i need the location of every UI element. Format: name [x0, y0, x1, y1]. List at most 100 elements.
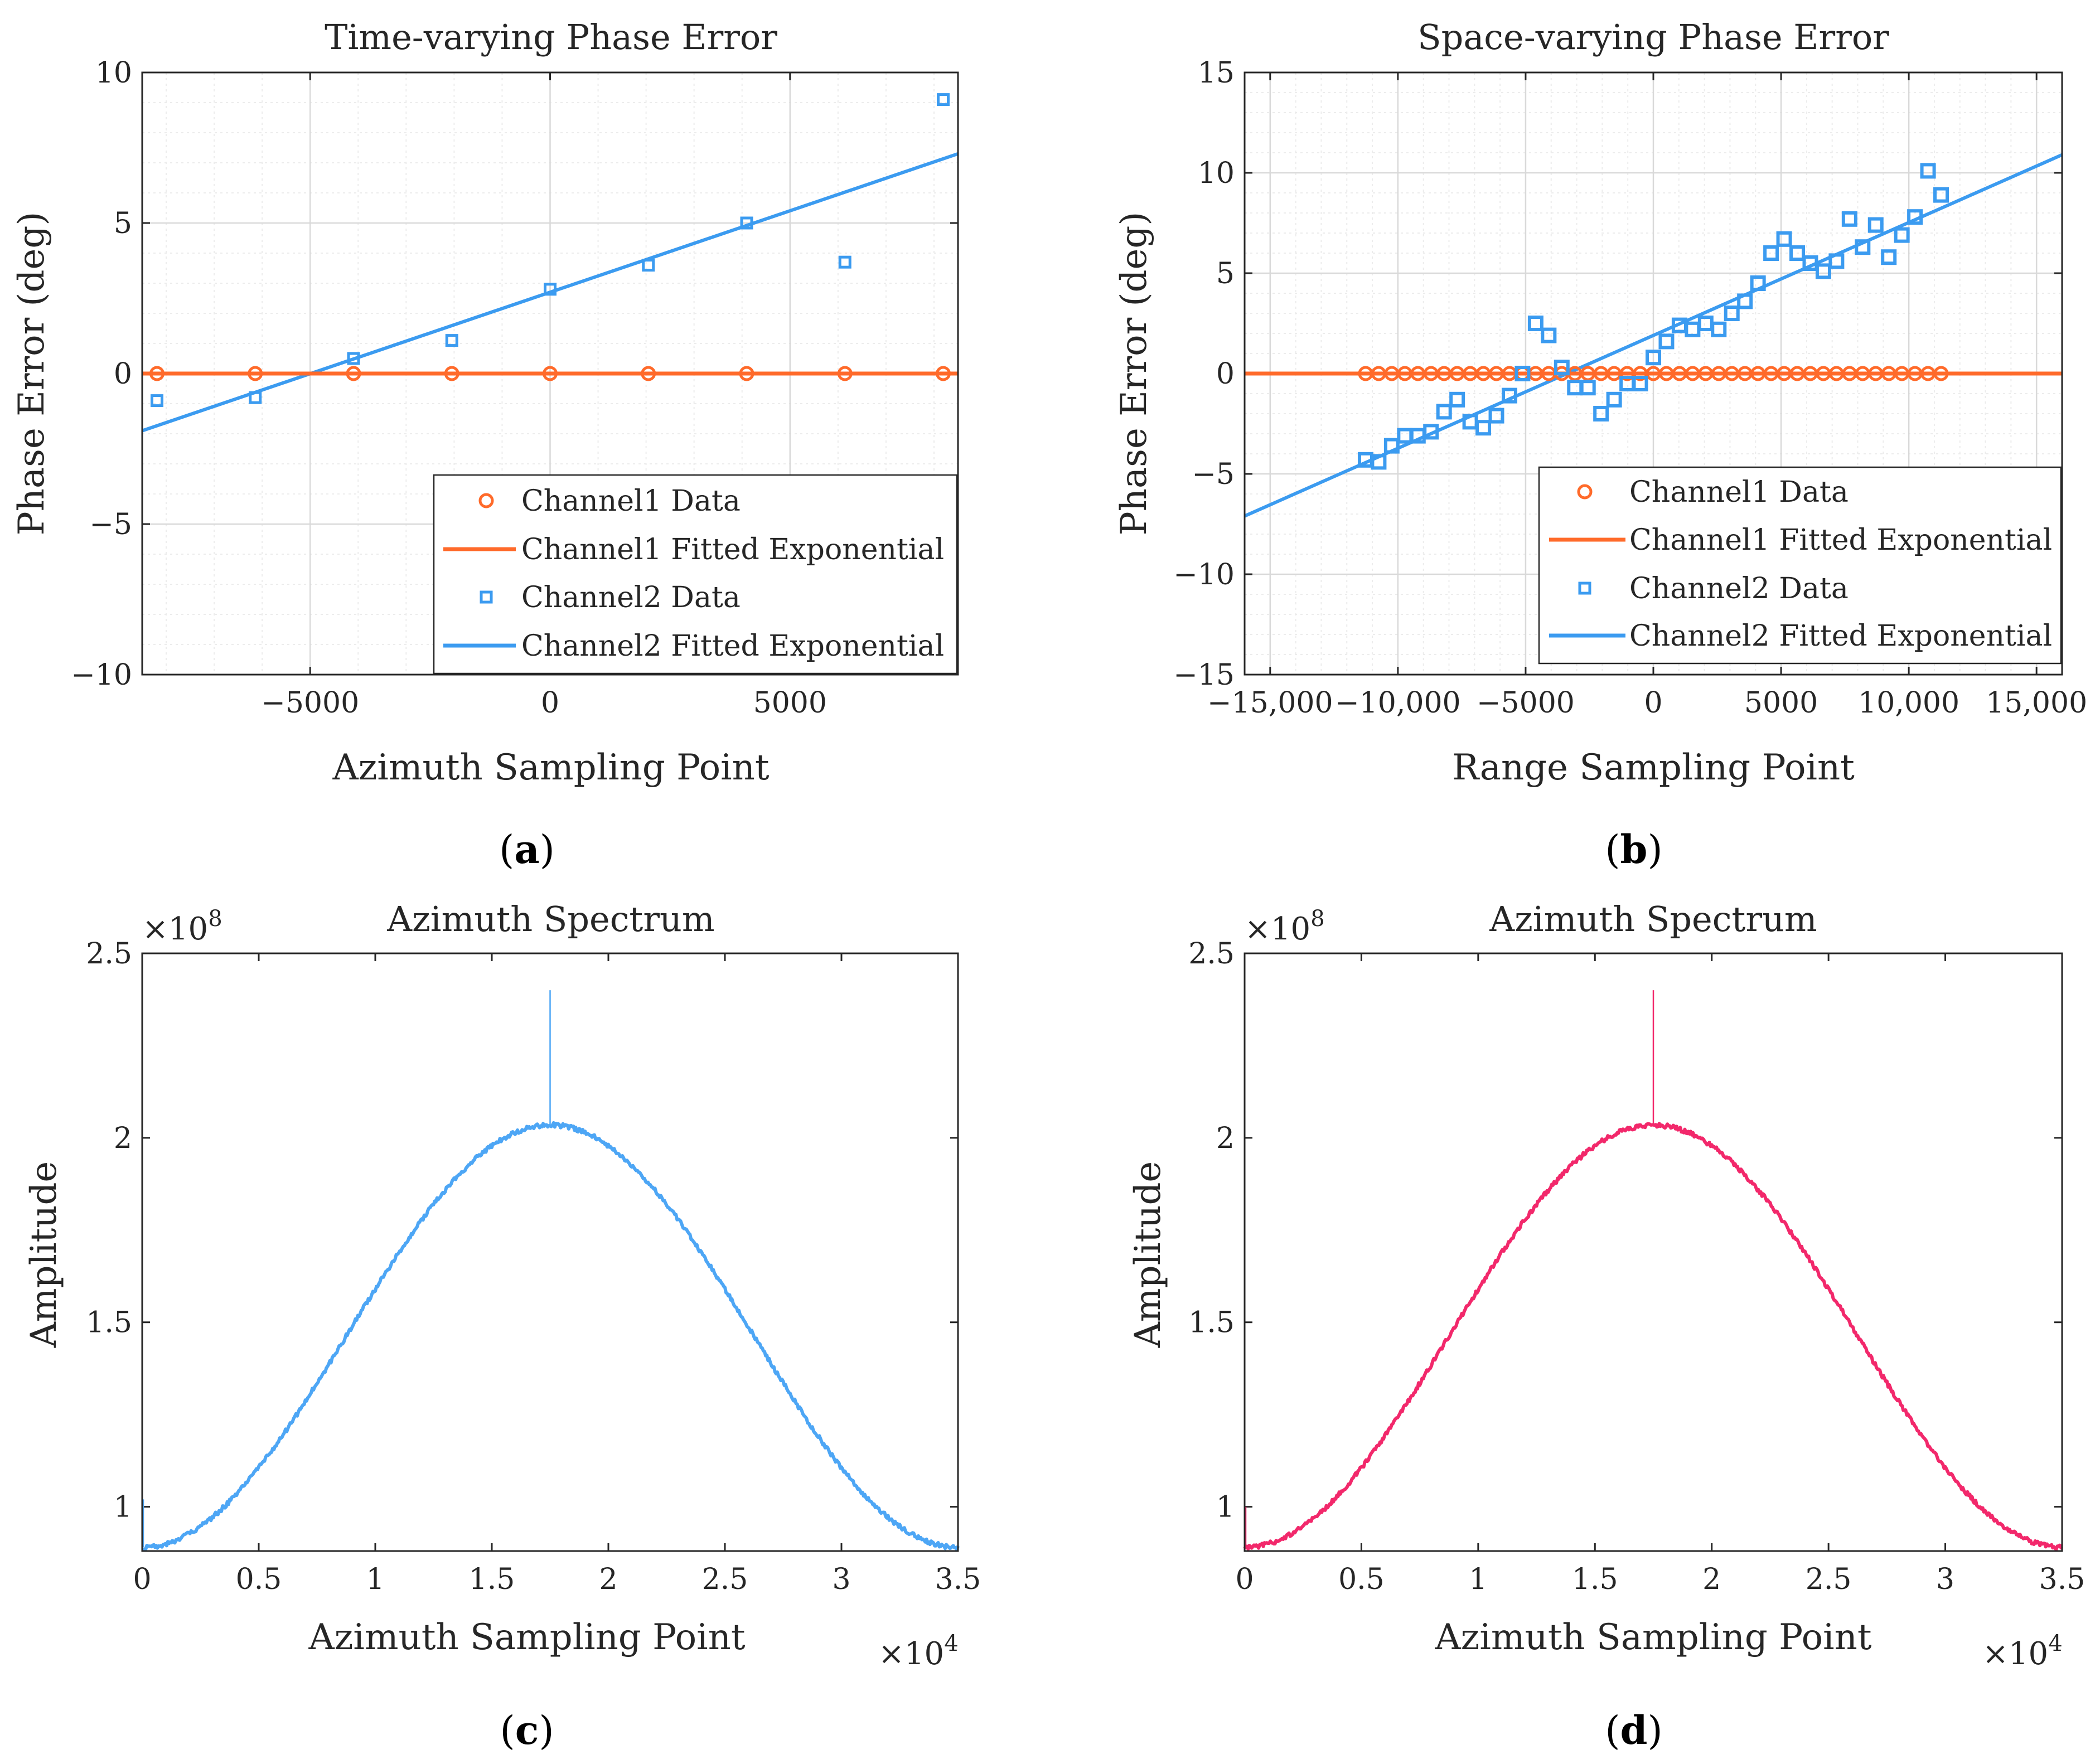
panel-b-caption: (b): [1605, 826, 1663, 873]
channel2-data-point: [1606, 391, 1622, 408]
y-tick-label: 1.5: [1188, 1306, 1235, 1340]
channel2-data-point: [1501, 387, 1517, 404]
panel-d-xlabel: Azimuth Sampling Point: [1434, 1617, 1871, 1658]
y-tick-label: 2.5: [1188, 937, 1235, 971]
channel2-data-point: [1697, 316, 1714, 331]
y-tick-label: 1: [1216, 1491, 1235, 1524]
spectrum-curve: [141, 1121, 960, 1552]
panel-c-title: Azimuth Spectrum: [386, 899, 714, 939]
panel-d-axes-box: [1243, 952, 2063, 1552]
panel-d-ticks: 0 0.5 1 1.5 2 2.5 3 3.5 1 1.5 2 2.5: [1188, 937, 2085, 1596]
channel2-data-point: [1724, 306, 1740, 321]
channel1-data-point: [739, 366, 754, 381]
panel-c-azimuth-spectrum: ×108 Azimuth Spectrum 0 0.5 1 1.5 2 2.5 3 3.5 1 1…: [23, 899, 981, 1753]
panel-d-ylabel: Amplitude: [1128, 1161, 1169, 1349]
panel-b-legend-ch2-data: Channel2 Data: [1629, 572, 1849, 605]
y-tick-label: 5: [1216, 257, 1235, 290]
y-tick-label: 1: [114, 1491, 132, 1524]
channel2-data-point: [445, 334, 458, 347]
channel2-data-point: [1841, 211, 1857, 227]
y-tick-label: 2.5: [86, 937, 132, 971]
channel1-data-point: [837, 366, 853, 381]
x-tick-label: 1: [366, 1563, 384, 1596]
x-tick-label: 5000: [753, 686, 827, 720]
panel-c-y-multiplier: ×108: [142, 906, 222, 947]
panel-a-legend-ch2-marker: [480, 590, 493, 604]
panel-c-ticks: 0 0.5 1 1.5 2 2.5 3 3.5 1 1.5 2 2.5: [86, 937, 981, 1596]
y-tick-label: −10: [71, 658, 132, 692]
channel2-data-point: [1646, 350, 1661, 366]
panel-b-xlabel: Range Sampling Point: [1452, 747, 1855, 788]
channel2-data-point: [936, 93, 950, 106]
x-tick-label: 0: [133, 1563, 151, 1596]
channel2-fit-line: [142, 152, 959, 433]
panel-a-legend-ch1-marker: [478, 493, 494, 508]
channel2-data-point: [1436, 404, 1452, 420]
channel2-data-point: [151, 394, 164, 408]
panel-b-legend-ch2-fit: Channel2 Fitted Exponential: [1629, 619, 2052, 653]
y-tick-label: −15: [1173, 658, 1235, 692]
channel2-data-point: [1789, 245, 1806, 261]
panel-a-legend-ch2-fit: Channel2 Fitted Exponential: [521, 629, 944, 663]
x-tick-label: −5000: [261, 686, 359, 720]
x-tick-label: −15,000: [1207, 686, 1333, 720]
x-tick-label: 2: [1702, 1563, 1721, 1596]
panel-a-time-varying-phase-error: Time-varying Phase Error −5000 0 5000 −10 −5…: [11, 17, 959, 873]
channel2-data-point: [642, 259, 655, 272]
channel2-data-point: [1815, 263, 1831, 279]
channel2-data-point: [1488, 408, 1504, 424]
channel2-data-point: [1763, 245, 1779, 261]
x-tick-label: 0.5: [1338, 1563, 1385, 1596]
panel-d-title: Azimuth Spectrum: [1489, 899, 1817, 939]
x-tick-label: 3.5: [2039, 1563, 2086, 1596]
panel-a-title: Time-varying Phase Error: [325, 17, 777, 57]
panel-b-legend-ch1-marker: [1577, 484, 1593, 500]
channel1-data-point: [248, 366, 263, 381]
panel-a-caption: (a): [499, 826, 555, 873]
channel2-data-point: [1828, 253, 1845, 269]
y-tick-label: −5: [1192, 458, 1235, 491]
panel-d-data-marks: [1243, 990, 2063, 1551]
y-tick-label: −5: [89, 508, 132, 541]
y-tick-label: 0: [114, 357, 132, 391]
channel2-data-point: [1867, 217, 1884, 233]
panel-b-legend: Channel1 Data Channel1 Fitted Exponentia…: [1538, 466, 2062, 665]
panel-d-azimuth-spectrum: ×108 Azimuth Spectrum 0 0.5 1 1.5 2 2.5 3 3.5 1 1…: [1128, 899, 2085, 1753]
panel-b-axes-box: [1243, 71, 2063, 676]
panel-d-y-multiplier: ×108: [1245, 906, 1325, 947]
panel-c-ylabel: Amplitude: [23, 1161, 65, 1349]
channel2-data-point: [1802, 255, 1818, 271]
x-tick-label: 1: [1469, 1563, 1487, 1596]
channel2-data-point: [838, 255, 851, 269]
x-tick-label: 15,000: [1986, 686, 2087, 720]
y-tick-label: 1.5: [86, 1306, 132, 1340]
x-tick-label: 3: [832, 1563, 850, 1596]
x-tick-label: 0: [1644, 686, 1662, 720]
channel2-data-point: [1475, 420, 1492, 436]
channel2-data-point: [1397, 428, 1413, 444]
channel2-data-point: [347, 352, 360, 365]
x-tick-label: 3: [1936, 1563, 1954, 1596]
channel2-data-point: [1423, 424, 1439, 440]
x-tick-label: 1.5: [1572, 1563, 1618, 1596]
channel1-data-point: [641, 366, 656, 381]
panel-b-legend-ch1-data: Channel1 Data: [1629, 476, 1849, 509]
panel-b-title: Space-varying Phase Error: [1417, 17, 1889, 57]
channel1-data-point: [149, 366, 165, 381]
channel2-data-point: [544, 283, 557, 296]
channel2-data-point: [1632, 376, 1648, 391]
channel2-data-point: [1580, 380, 1596, 396]
x-tick-label: 1.5: [469, 1563, 515, 1596]
channel2-data-point: [249, 391, 262, 404]
y-tick-label: 15: [1198, 56, 1235, 90]
channel2-data-point: [1907, 209, 1923, 225]
panel-c-caption: (c): [500, 1707, 554, 1753]
channel2-data-point: [1593, 406, 1609, 421]
spectrum-curve: [1243, 1122, 2063, 1551]
y-tick-label: 10: [1198, 157, 1235, 190]
panel-b-ticks: −15,000 −10,000 −5000 0 5000 10,000 15,000 −15 −…: [1173, 56, 2087, 720]
x-tick-label: 2.5: [702, 1563, 748, 1596]
panel-c-xlabel: Azimuth Sampling Point: [308, 1617, 745, 1658]
panel-a-xlabel: Azimuth Sampling Point: [332, 747, 769, 788]
